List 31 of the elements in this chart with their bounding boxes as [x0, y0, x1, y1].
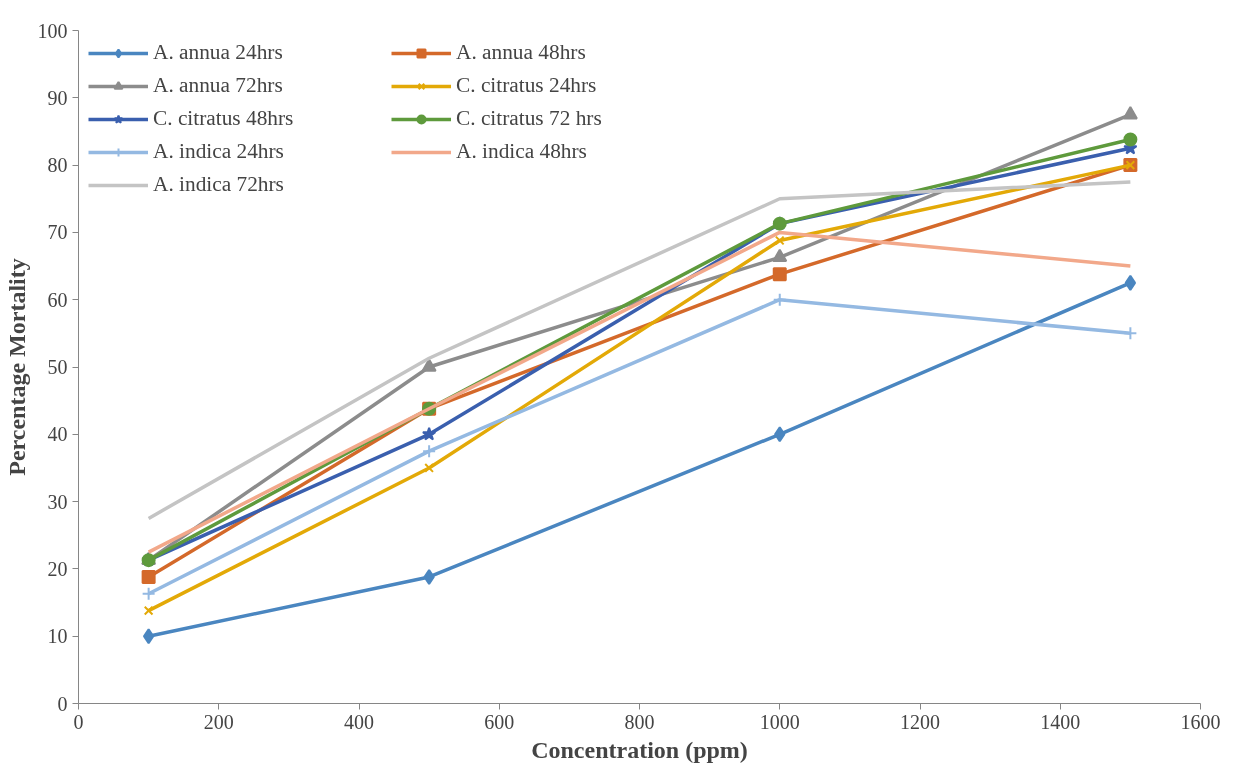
y-tick-label: 50 [47, 356, 68, 378]
legend-label: A. indica 48hrs [456, 139, 588, 164]
x-axis-title: Concentration (ppm) [531, 736, 748, 763]
legend-label: A. indica 24hrs [153, 139, 285, 164]
x-tick-label: 1400 [1040, 710, 1081, 733]
y-tick-label: 100 [37, 19, 68, 42]
y-axis-title: Percentage Mortality [3, 258, 30, 476]
legend-label: A. annua 24hrs [153, 40, 284, 65]
legend-label: A. annua 48hrs [456, 40, 587, 65]
x-tick-label: 0 [73, 710, 84, 733]
x-tick-label: 800 [624, 710, 655, 733]
y-tick-label: 30 [47, 490, 68, 513]
x-tick-label: 600 [484, 710, 515, 733]
x-tick-label: 200 [203, 710, 234, 733]
y-tick-label: 70 [47, 221, 68, 244]
legend-label: A. annua 72hrs [153, 73, 284, 98]
y-tick-label: 10 [47, 625, 68, 648]
y-tick-label: 40 [47, 423, 68, 446]
legend-label: C. citratus 48hrs [153, 106, 295, 131]
legend-label: C. citratus 72 hrs [456, 106, 603, 131]
y-tick-label: 60 [47, 288, 68, 311]
y-tick-label: 0 [57, 692, 68, 715]
x-tick-label: 1200 [900, 710, 940, 733]
x-tick-label: 400 [344, 710, 374, 733]
y-tick-label: 80 [47, 154, 68, 177]
legend-label: A. indica 72hrs [153, 172, 285, 197]
y-tick-label: 90 [47, 86, 68, 109]
y-tick-label: 20 [47, 557, 68, 580]
legend-label: C. citratus 24hrs [456, 73, 598, 98]
x-tick-label: 1600 [1180, 710, 1221, 733]
x-tick-label: 1000 [759, 710, 800, 733]
